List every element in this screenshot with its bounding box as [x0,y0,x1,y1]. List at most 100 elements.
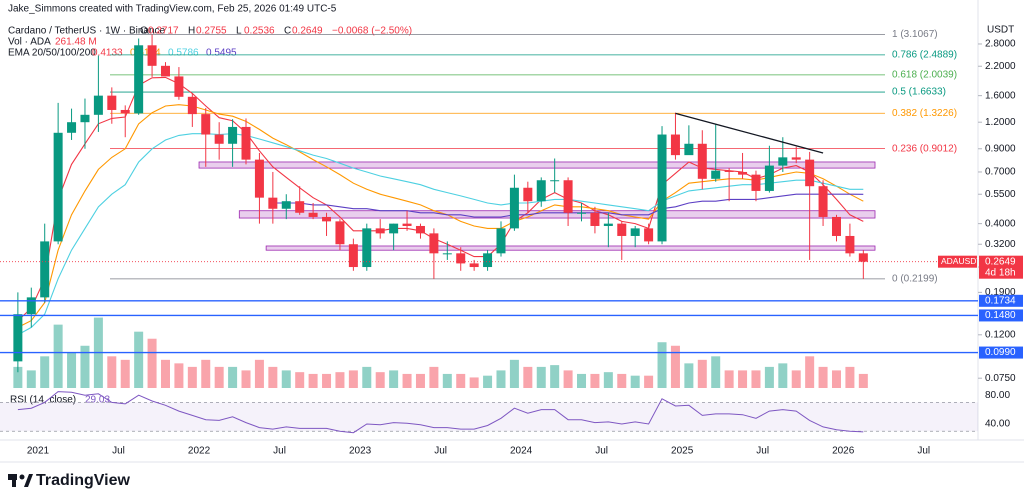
candle-body [657,134,667,242]
x-tick-label: Jul [756,446,769,457]
support-label: 0.1480 [985,310,1016,321]
candle-body [107,95,117,110]
candle-body [13,314,23,362]
support-tag [979,294,1023,307]
x-tick-label: Jul [595,446,608,457]
volume-bar [523,366,533,388]
ema-label: EMA 20/50/100/200 [8,48,96,59]
y-tick-label: 0.1200 [985,329,1016,340]
volume-value: 261.48 M [55,37,97,48]
volume-bar [509,359,519,388]
volume-bar [831,370,841,388]
volume-bar [335,372,345,388]
fib-label: 0.618 (2.0039) [892,69,957,80]
candle-body [684,143,694,156]
candle-body [415,225,425,234]
volume-bar [120,359,130,388]
volume-bar [26,370,36,388]
candle-body [80,114,90,123]
volume-bar [550,365,560,388]
axis-unit: USDT [987,25,1014,36]
candle-body [469,263,479,268]
volume-bar [603,372,613,388]
logo-mark [24,474,33,487]
volume-bar [160,359,170,388]
candle-body [389,223,399,234]
candle-body [187,96,197,115]
candle-body [228,126,238,144]
support-label: 0.1734 [985,295,1016,306]
volume-bar [764,366,774,388]
candle-body [160,65,170,77]
y-tick-label: 2.2000 [985,61,1016,72]
candle-body [778,157,788,166]
candle-body [362,228,372,268]
volume-bar [563,370,573,388]
volume-bar [375,372,385,388]
volume-bar [456,373,466,388]
volume-bar [697,359,707,388]
volume-bar [469,377,479,388]
candle-body [577,212,587,214]
fib-label: 1 (3.1067) [892,29,938,40]
ema-value: 0.4133 [92,48,123,59]
candle-body [483,253,493,268]
symbol: Cardano / TetherUS · 1W · Binance [8,26,166,37]
candle-body [764,165,774,191]
candle-body [429,233,439,254]
candle-body [791,157,801,160]
x-tick-label: Jul [273,446,286,457]
volume-label: Vol · ADA [8,37,51,48]
x-tick-label: 2024 [510,446,533,457]
trendline [675,112,824,154]
candle-body [295,201,305,213]
volume-bar [630,375,640,388]
ohlc-label: H [188,26,195,37]
volume-bar [389,370,399,388]
zone [198,161,876,169]
volume-bar [67,352,77,388]
candle-body [536,180,546,202]
rsi-value: 29.03 [85,395,110,406]
candle-body [67,122,77,133]
y-tick-label: 0.9000 [985,143,1016,154]
logo-mark [19,474,25,480]
zone [238,210,876,219]
author: Jake_Simmons created with TradingView.co… [8,4,337,15]
candle-body [375,228,385,234]
ohlc-value: 0.2755 [196,26,227,37]
volume-bar [134,331,144,388]
volume-bar [483,375,493,388]
candle-body [134,45,144,114]
x-tick-label: Jul [434,446,447,457]
candle-body [509,187,519,229]
volume-bar [577,373,587,388]
candle-body [550,180,560,182]
volume-bar [174,363,184,388]
y-tick-label: 0.4000 [985,218,1016,229]
candle-body [563,180,573,213]
rsi-band [0,402,978,432]
candle-body [751,174,761,191]
ema-line [17,76,864,322]
y-tick-label: 0.5500 [985,189,1016,200]
volume-bar [429,366,439,388]
volume-bar [147,338,157,388]
candle-body [603,223,613,226]
y-tick-label: 0.3200 [985,239,1016,250]
rsi-label: RSI (14, close) [10,395,76,406]
countdown: 4d 18h [985,267,1016,278]
ohlc-change: −0.0068 (−2.50%) [332,26,412,37]
volume-bar [496,370,506,388]
volume-bar [80,345,90,388]
candle-body [93,95,103,115]
volume-bar [201,359,211,388]
candle-body [590,212,600,226]
candle-body [442,253,452,255]
candle-body [496,228,506,254]
volume-bar [362,366,372,388]
candle-body [40,241,50,298]
ema-value: 0.5495 [206,48,237,59]
x-tick-label: 2026 [832,446,855,457]
candle-body [805,159,815,187]
